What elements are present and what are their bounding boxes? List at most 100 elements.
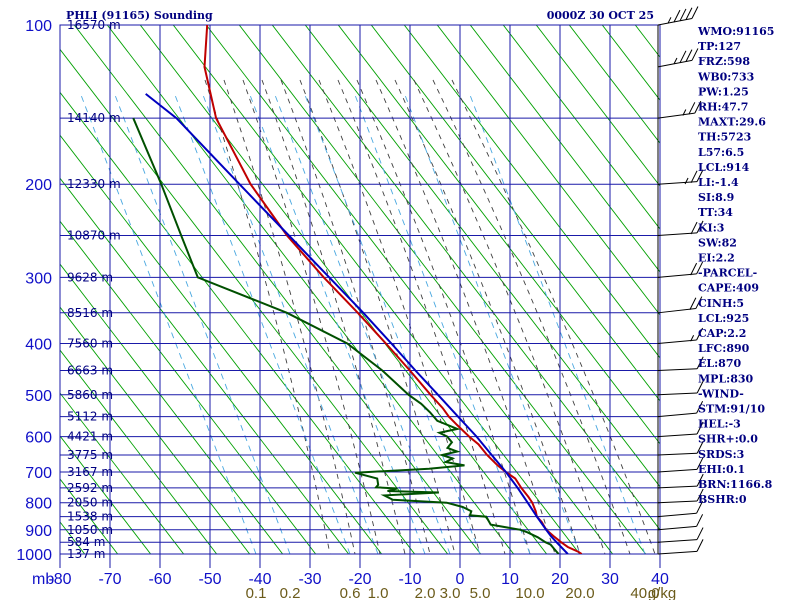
dry-adiabat [502, 25, 660, 230]
index-entry: -PARCEL- [698, 267, 757, 280]
dry-adiabat [73, 25, 482, 554]
height-tick-label: 16570 m [67, 18, 121, 32]
mixing-ratio-line [202, 94, 379, 554]
moist-adiabat [223, 79, 356, 554]
index-entry: WB0:733 [697, 70, 754, 83]
height-tick-label: 12330 m [67, 177, 121, 191]
grid [59, 24, 661, 568]
index-entry: SW:82 [698, 236, 737, 249]
dry-adiabat [271, 25, 660, 531]
dry-adiabat [60, 306, 251, 554]
temperature-tick-label: -30 [298, 571, 321, 588]
index-entry: HEL:-3 [698, 418, 741, 431]
temperature-tick-label: 10 [501, 571, 519, 588]
parcel-line [145, 93, 569, 554]
moist-adiabat [204, 79, 331, 554]
index-entry: PW:1.25 [698, 85, 749, 98]
height-tick-label: 2050 m [67, 496, 113, 510]
index-entry: KI:3 [698, 221, 724, 234]
moist-adiabat [299, 79, 456, 554]
wind-barb [657, 6, 699, 26]
plot-frame [59, 24, 661, 555]
mixing-ratio-tick-label: 3.0 [440, 585, 461, 600]
mixing-ratio-tick-label: 0.1 [246, 585, 267, 600]
index-entry: MAXT:29.6 [698, 116, 766, 129]
moist-adiabat [261, 79, 406, 554]
wind-barb [657, 421, 704, 438]
height-tick-label: 9628 m [67, 270, 113, 284]
height-tick-label: 14140 m [67, 111, 121, 125]
index-entry: BSHR:0 [698, 493, 747, 506]
dry-adiabat [403, 25, 660, 359]
index-entry: TP:127 [698, 40, 741, 53]
dry-adiabat [238, 25, 647, 554]
wind-barb [657, 296, 703, 314]
moist-adiabats [204, 79, 656, 554]
mixing-ratio-tick-labels: 0.1 0.2 0.6 1.0 2.0 3.0 5.0 10.0 20.0 40.0g/kg [246, 585, 677, 600]
index-entry: L57:6.5 [698, 146, 744, 159]
mixing-ratio-tick-label: 2.0 [415, 585, 436, 600]
moist-adiabat [394, 79, 581, 554]
temperature-tick-label: 20 [551, 571, 569, 588]
mixing-ratio-tick-label: 20.0 [565, 585, 594, 600]
dry-adiabat [60, 435, 152, 554]
mixing-ratio-line [114, 94, 291, 554]
index-entry: EHI:0.1 [698, 463, 745, 476]
height-tick-label: 7560 m [67, 336, 113, 350]
temperature-tick-label: -60 [148, 571, 171, 588]
index-entry: LI:-1.4 [698, 176, 739, 189]
height-tick-label: 137 m [67, 547, 105, 561]
dry-adiabat [436, 25, 660, 316]
mixing-ratio-lines [80, 94, 646, 554]
mixing-ratio-line [469, 94, 646, 554]
mixing-ratio-line [354, 94, 531, 554]
wind-barb [657, 356, 704, 372]
index-entry: LFC:890 [698, 342, 750, 355]
dry-adiabat [205, 25, 614, 554]
dry-adiabat [337, 25, 660, 445]
temperature-tick-label: 0 [456, 571, 465, 588]
index-entry: BRN:1166.8 [698, 478, 773, 491]
index-entry: CINH:5 [698, 297, 744, 310]
mixing-ratio-tick-label: 1.0 [368, 585, 389, 600]
pressure-tick-label: 400 [25, 336, 52, 353]
dewpoint-line [132, 117, 560, 554]
wind-barb [657, 400, 704, 418]
height-tick-label: 1050 m [67, 523, 113, 537]
wind-barb [657, 441, 704, 456]
index-entry: SHR+:0.0 [698, 433, 758, 446]
mixing-ratio-tick-label: 0.2 [280, 585, 301, 600]
dry-adiabat [60, 177, 350, 554]
dry-adiabat [139, 25, 548, 554]
dry-adiabat [172, 25, 581, 554]
index-entry: EI:2.2 [698, 252, 735, 265]
dry-adiabat [60, 392, 185, 554]
index-entry: WMO:91165 [697, 25, 774, 38]
mixing-ratio-tick-label: 10.0 [515, 585, 544, 600]
index-entry: RH:47.7 [698, 101, 748, 114]
moist-adiabat [337, 79, 506, 554]
wind-barb [657, 500, 704, 518]
wind-barb [657, 457, 704, 473]
wind-barb [657, 48, 699, 68]
mixing-ratio-tick-label: 0.6 [340, 585, 361, 600]
dry-adiabat [60, 220, 317, 554]
chart-title: PHLI (91165) Sounding [66, 9, 213, 22]
mixing-ratio-line [249, 94, 426, 554]
moist-adiabat [356, 79, 531, 554]
pressure-tick-label: 600 [25, 430, 52, 447]
y-axis-label: mb [32, 571, 54, 588]
pressure-tick-label: 300 [25, 270, 52, 287]
mixing-ratio-line [304, 94, 481, 554]
wind-barb [657, 327, 704, 344]
wind-barb [657, 473, 704, 489]
dry-adiabat [469, 25, 660, 273]
index-entry: FRZ:598 [698, 55, 750, 68]
height-tick-label: 8516 m [67, 306, 113, 320]
pressure-tick-label: 1000 [16, 547, 52, 564]
temperature-tick-label: 30 [601, 571, 619, 588]
height-tick-label: 4421 m [67, 430, 113, 444]
sounding-series [132, 25, 583, 554]
moist-adiabat [451, 79, 656, 554]
